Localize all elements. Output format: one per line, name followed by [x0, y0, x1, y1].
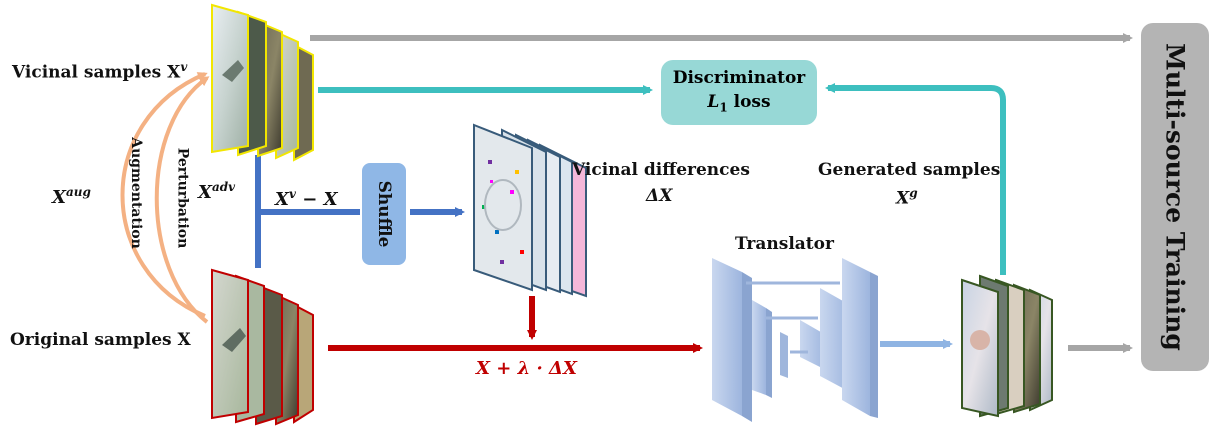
- original-sample-stack: [211, 268, 314, 426]
- vicinal-differences-label: Vicinal differences: [572, 160, 750, 180]
- perturbation-label: Perturbation: [174, 147, 191, 249]
- discriminator-box: Discriminator L1 loss: [661, 60, 817, 125]
- generated-to-discriminator-arrow: [825, 83, 1006, 275]
- l1-loss-label: L1 loss: [707, 92, 771, 115]
- generated-sample-stack: [961, 274, 1053, 418]
- augmentation-label: Augmentation: [127, 137, 144, 249]
- xg-label: Xg: [896, 186, 918, 209]
- translator-label: Translator: [735, 234, 834, 254]
- augmentation-arc: [120, 72, 208, 318]
- xv-minus-x-label: Xv − X: [275, 187, 338, 210]
- delta-x-label: ΔX: [646, 186, 673, 206]
- discriminator-label: Discriminator: [672, 68, 806, 88]
- vicinal-differences-stack: [473, 123, 587, 298]
- vicinal-sample-stack: [211, 3, 314, 162]
- generated-samples-label: Generated samples: [818, 160, 1001, 180]
- multi-source-training-box: Multi-source Training: [1141, 23, 1209, 371]
- vicinal-samples-label: Vicinal samples Xv: [12, 60, 188, 83]
- original-samples-label: Original samples X: [10, 330, 191, 350]
- x-adv-label: Xadv: [198, 180, 236, 203]
- shuffle-box: Shuffle: [362, 163, 406, 265]
- multi-source-training-label: Multi-source Training: [1160, 43, 1190, 351]
- shuffle-label: Shuffle: [374, 180, 394, 248]
- perturbation-arc: [154, 76, 210, 324]
- x-aug-label: Xaug: [52, 185, 91, 208]
- formula-label: X + λ · ΔX: [476, 358, 577, 379]
- translator-network: [712, 258, 878, 422]
